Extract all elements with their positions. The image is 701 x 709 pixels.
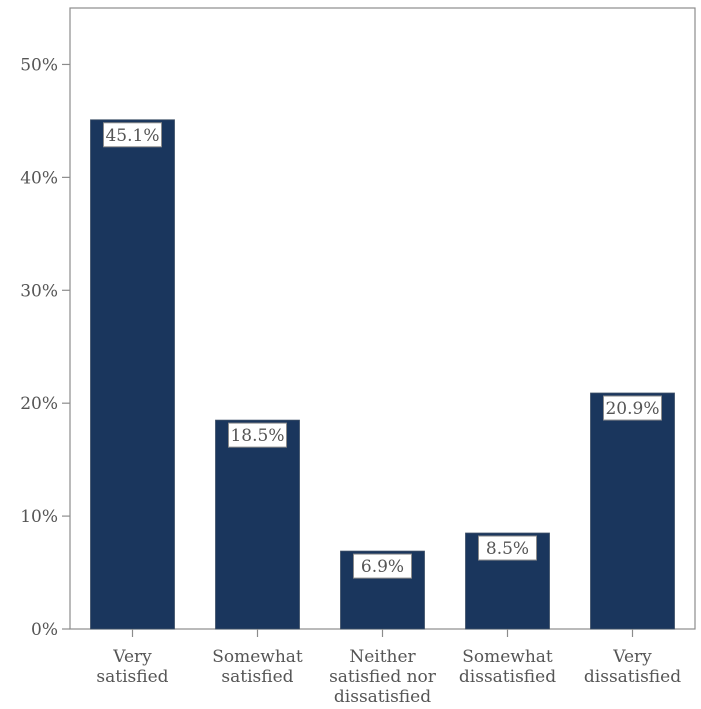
x-tick-label-line: satisfied nor bbox=[329, 667, 437, 687]
data-label-box bbox=[103, 122, 162, 148]
bar bbox=[590, 392, 675, 630]
x-tick-label-line: Very bbox=[612, 647, 652, 667]
x-tick-label: Somewhat dissatisfied bbox=[459, 647, 556, 687]
data-label-text: 8.5% bbox=[486, 539, 529, 559]
y-tick-label: 30% bbox=[20, 281, 58, 301]
x-tick-label: Very satisfied bbox=[96, 647, 168, 687]
y-tick-label: 40% bbox=[20, 168, 58, 188]
y-tick-label: 0% bbox=[31, 620, 58, 640]
data-label-box bbox=[478, 535, 537, 561]
x-tick-label-line: dissatisfied bbox=[459, 667, 556, 687]
x-tick-label-line: Very bbox=[112, 647, 152, 667]
x-tick-label-line: dissatisfied bbox=[584, 667, 681, 687]
bar bbox=[215, 419, 300, 630]
x-tick-label-line: satisfied bbox=[221, 667, 293, 687]
data-label: 18.5% bbox=[228, 422, 287, 448]
data-label: 20.9% bbox=[603, 395, 662, 421]
y-tick-label: 50% bbox=[20, 55, 58, 75]
x-tick-label-line: Somewhat bbox=[462, 647, 553, 667]
x-tick-label-line: satisfied bbox=[96, 667, 168, 687]
data-label-box bbox=[603, 395, 662, 421]
bars bbox=[90, 119, 675, 630]
data-label-box bbox=[228, 422, 287, 448]
x-tick-label: Somewhat satisfied bbox=[212, 647, 303, 687]
data-label-text: 45.1% bbox=[105, 126, 159, 146]
data-label: 45.1% bbox=[103, 122, 162, 148]
data-label-text: 6.9% bbox=[361, 557, 404, 577]
data-label: 6.9% bbox=[353, 553, 412, 579]
bar bbox=[90, 119, 175, 630]
data-label-text: 20.9% bbox=[605, 399, 659, 419]
x-tick-label: Very dissatisfied bbox=[584, 647, 681, 687]
data-label: 8.5% bbox=[478, 535, 537, 561]
x-tick-label: Neither satisfied nor dissatisfied bbox=[329, 647, 437, 705]
x-tick-label-line: dissatisfied bbox=[334, 687, 431, 705]
y-axis: 0% 10% 20% 30% 40% 50% bbox=[20, 55, 70, 640]
y-tick-label: 20% bbox=[20, 394, 58, 414]
x-tick-label-line: Neither bbox=[349, 647, 416, 667]
data-labels: 45.1% 18.5% 6.9% 8.5% 20.9% bbox=[103, 122, 662, 579]
y-tick-label: 10% bbox=[20, 507, 58, 527]
x-tick-label-line: Somewhat bbox=[212, 647, 303, 667]
data-label-box bbox=[353, 553, 412, 579]
data-label-text: 18.5% bbox=[230, 426, 284, 446]
